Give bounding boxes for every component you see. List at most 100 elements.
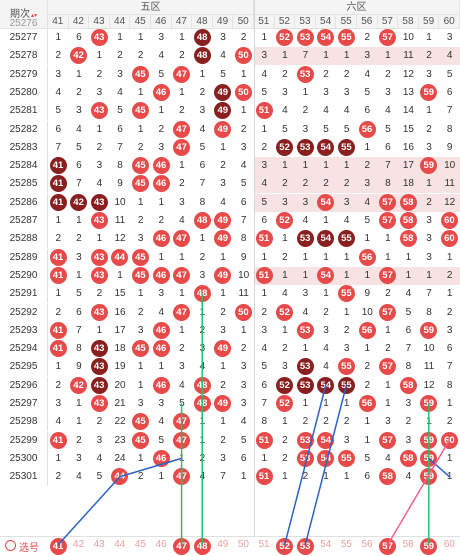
drawn-number-ball[interactable]: 49	[214, 395, 232, 412]
drawn-number-ball[interactable]: 53	[296, 65, 314, 83]
picker-number-56[interactable]: 56	[361, 539, 373, 550]
drawn-number-ball[interactable]: 54	[317, 266, 335, 284]
drawn-number-ball[interactable]: 57	[379, 193, 397, 211]
drawn-number-ball[interactable]: 47	[173, 431, 191, 449]
drawn-number-ball[interactable]: 49	[214, 230, 232, 248]
drawn-number-ball[interactable]: 58	[399, 376, 417, 394]
drawn-number-ball[interactable]: 55	[337, 138, 355, 156]
drawn-number-ball[interactable]: 49	[214, 266, 232, 284]
drawn-number-ball[interactable]: 57	[379, 212, 397, 229]
drawn-number-ball[interactable]: 48	[193, 376, 211, 394]
drawn-number-ball[interactable]: 51	[255, 230, 273, 248]
drawn-number-ball[interactable]: 58	[399, 449, 417, 467]
picker-number-52[interactable]: 52	[276, 538, 294, 555]
drawn-number-ball[interactable]: 53	[296, 431, 314, 449]
drawn-number-ball[interactable]: 56	[358, 321, 376, 339]
drawn-number-ball[interactable]: 53	[296, 321, 314, 339]
drawn-number-ball[interactable]: 46	[152, 376, 170, 394]
drawn-number-ball[interactable]: 54	[317, 193, 335, 211]
drawn-number-ball[interactable]: 57	[379, 29, 397, 46]
drawn-number-ball[interactable]: 47	[173, 266, 191, 284]
drawn-number-ball[interactable]: 51	[255, 102, 273, 120]
drawn-number-ball[interactable]: 57	[379, 266, 397, 284]
picker-number-59[interactable]: 59	[420, 538, 438, 555]
picker-number-53[interactable]: 53	[296, 538, 314, 555]
drawn-number-ball[interactable]: 54	[317, 449, 335, 467]
drawn-number-ball[interactable]: 49	[214, 102, 232, 120]
drawn-number-ball[interactable]: 46	[152, 83, 170, 101]
drawn-number-ball[interactable]: 48	[193, 47, 211, 65]
drawn-number-ball[interactable]: 45	[131, 413, 149, 431]
drawn-number-ball[interactable]: 47	[173, 65, 191, 83]
drawn-number-ball[interactable]: 54	[317, 138, 335, 156]
drawn-number-ball[interactable]: 49	[214, 340, 232, 358]
drawn-number-ball[interactable]: 43	[90, 358, 108, 376]
drawn-number-ball[interactable]: 47	[173, 230, 191, 248]
drawn-number-ball[interactable]: 48	[193, 212, 211, 229]
drawn-number-ball[interactable]: 45	[131, 102, 149, 120]
drawn-number-ball[interactable]: 47	[173, 303, 191, 321]
drawn-number-ball[interactable]: 58	[379, 468, 397, 486]
drawn-number-ball[interactable]: 45	[131, 65, 149, 83]
drawn-number-ball[interactable]: 47	[173, 413, 191, 431]
drawn-number-ball[interactable]: 51	[255, 468, 273, 486]
drawn-number-ball[interactable]: 52	[276, 303, 294, 321]
picker-number-54[interactable]: 54	[320, 539, 332, 550]
drawn-number-ball[interactable]: 43	[90, 212, 108, 229]
drawn-number-ball[interactable]: 59	[420, 468, 438, 486]
drawn-number-ball[interactable]: 57	[379, 358, 397, 376]
drawn-number-ball[interactable]: 41	[49, 266, 67, 284]
drawn-number-ball[interactable]: 48	[193, 395, 211, 412]
drawn-number-ball[interactable]: 48	[193, 285, 211, 303]
drawn-number-ball[interactable]: 55	[337, 376, 355, 394]
drawn-number-ball[interactable]: 46	[152, 230, 170, 248]
drawn-number-ball[interactable]: 44	[111, 248, 129, 266]
drawn-number-ball[interactable]: 42	[70, 376, 88, 394]
drawn-number-ball[interactable]: 55	[337, 29, 355, 46]
drawn-number-ball[interactable]: 58	[399, 230, 417, 248]
drawn-number-ball[interactable]: 47	[173, 138, 191, 156]
drawn-number-ball[interactable]: 44	[111, 468, 129, 486]
drawn-number-ball[interactable]: 51	[255, 431, 273, 449]
drawn-number-ball[interactable]: 47	[173, 468, 191, 486]
drawn-number-ball[interactable]: 56	[358, 395, 376, 412]
drawn-number-ball[interactable]: 45	[131, 157, 149, 175]
drawn-number-ball[interactable]: 41	[49, 157, 67, 175]
drawn-number-ball[interactable]: 42	[70, 193, 88, 211]
drawn-number-ball[interactable]: 43	[90, 248, 108, 266]
drawn-number-ball[interactable]: 47	[173, 120, 191, 138]
drawn-number-ball[interactable]: 59	[420, 321, 438, 339]
drawn-number-ball[interactable]: 49	[214, 120, 232, 138]
drawn-number-ball[interactable]: 46	[152, 321, 170, 339]
drawn-number-ball[interactable]: 52	[276, 395, 294, 412]
drawn-number-ball[interactable]: 54	[317, 29, 335, 46]
drawn-number-ball[interactable]: 41	[49, 321, 67, 339]
drawn-number-ball[interactable]: 55	[337, 449, 355, 467]
drawn-number-ball[interactable]: 56	[358, 248, 376, 266]
drawn-number-ball[interactable]: 41	[49, 431, 67, 449]
drawn-number-ball[interactable]: 49	[214, 83, 232, 101]
picker-number-60[interactable]: 60	[443, 539, 455, 550]
drawn-number-ball[interactable]: 53	[296, 358, 314, 376]
drawn-number-ball[interactable]: 58	[399, 193, 417, 211]
drawn-number-ball[interactable]: 50	[234, 47, 252, 65]
drawn-number-ball[interactable]: 54	[317, 230, 335, 248]
drawn-number-ball[interactable]: 41	[49, 193, 67, 211]
drawn-number-ball[interactable]: 43	[90, 266, 108, 284]
period-header[interactable]: 期次▴▾	[0, 0, 48, 29]
drawn-number-ball[interactable]: 43	[90, 340, 108, 358]
drawn-number-ball[interactable]: 57	[379, 303, 397, 321]
picker-number-42[interactable]: 42	[73, 539, 85, 550]
drawn-number-ball[interactable]: 52	[276, 376, 294, 394]
drawn-number-ball[interactable]: 53	[296, 29, 314, 46]
drawn-number-ball[interactable]: 60	[440, 230, 458, 248]
drawn-number-ball[interactable]: 53	[296, 138, 314, 156]
picker-number-50[interactable]: 50	[237, 539, 249, 550]
picker-number-51[interactable]: 51	[258, 539, 270, 550]
sort-icon[interactable]: ▴▾	[30, 13, 38, 19]
drawn-number-ball[interactable]: 51	[255, 266, 273, 284]
drawn-number-ball[interactable]: 60	[440, 431, 458, 449]
drawn-number-ball[interactable]: 50	[234, 83, 252, 101]
drawn-number-ball[interactable]: 59	[420, 157, 438, 175]
picker-number-45[interactable]: 45	[134, 539, 146, 550]
